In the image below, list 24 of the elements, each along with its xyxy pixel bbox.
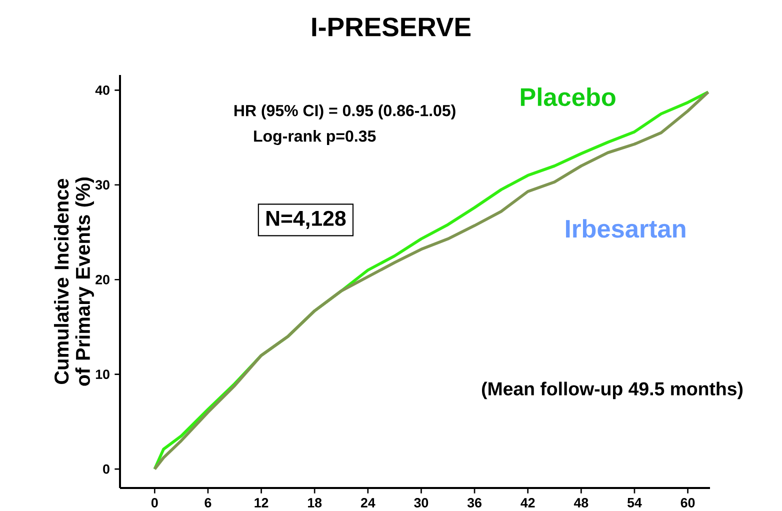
annotation: (Mean follow-up 49.5 months) [482, 382, 743, 400]
y-tick-label: 20 [96, 274, 110, 284]
series-label: Irbesartan [566, 219, 686, 238]
annotation: Log-rank p=0.35 [254, 130, 376, 146]
x-tick-label: 24 [360, 498, 376, 508]
y-tick-label: 40 [95, 85, 110, 95]
chart-title: I-PRESERVE [312, 18, 470, 36]
x-tick-label: 54 [627, 498, 642, 508]
y-tick-label: 30 [95, 180, 110, 190]
x-tick-label: 18 [308, 498, 322, 508]
x-tick-label: 0 [151, 498, 158, 508]
y-tick-label: 10 [96, 370, 110, 380]
y-axis-title: Cumulative Incidence of Primary Events (%) [54, 178, 94, 386]
x-tick-label: 12 [254, 498, 268, 508]
annotation: N=4,128 [266, 210, 346, 230]
x-tick-label: 48 [574, 498, 588, 508]
x-tick-label: 42 [520, 498, 535, 508]
series-label: Placebo [520, 87, 616, 106]
x-tick-label: 60 [680, 498, 695, 508]
x-tick-label: 6 [204, 498, 212, 508]
x-tick-label: 30 [414, 498, 428, 508]
annotation: HR (95% CI) = 0.95 (0.86-1.05) [234, 104, 456, 120]
y-tick-label: 0 [103, 464, 110, 474]
x-tick-label: 36 [467, 498, 482, 508]
